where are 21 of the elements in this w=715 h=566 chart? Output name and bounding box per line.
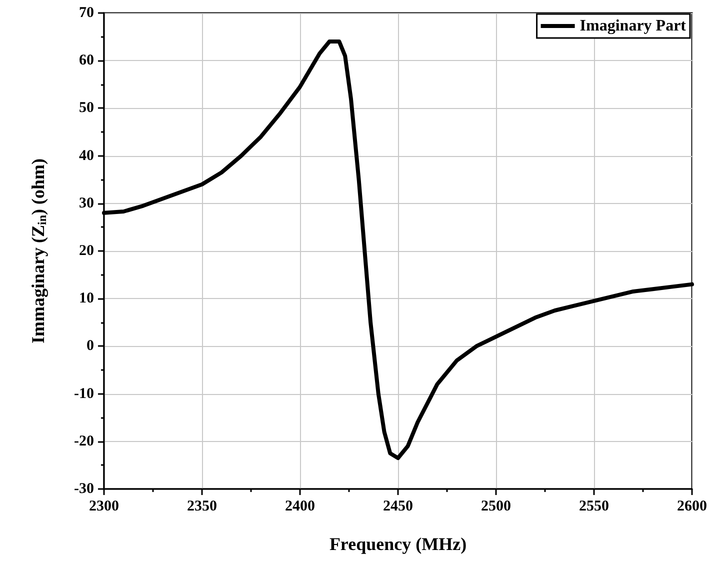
y-tick-label: 10 <box>79 290 94 307</box>
y-tick-label: 40 <box>79 148 94 164</box>
x-tick-label: 2300 <box>89 498 119 514</box>
y-tick-label: 70 <box>79 5 94 21</box>
y-tick-label: 60 <box>79 52 94 69</box>
x-tick-label: 2350 <box>187 498 217 514</box>
y-tick-label: 20 <box>79 243 94 259</box>
y-tick-label: 0 <box>86 338 94 354</box>
x-axis-title: Frequency (MHz) <box>329 534 467 554</box>
y-tick-label: 50 <box>79 100 94 116</box>
y-tick-label: 30 <box>79 195 94 212</box>
x-tick-label: 2550 <box>579 498 609 514</box>
y-tick-label: -20 <box>74 433 94 450</box>
y-axis-title: Immaginary (Zin) (ohm) <box>28 158 49 344</box>
legend-label: Imaginary Part <box>580 18 687 34</box>
x-tick-label: 2450 <box>383 498 413 514</box>
y-tick-label: -10 <box>74 386 94 402</box>
x-tick-label: 2500 <box>481 498 511 514</box>
x-tick-label: 2600 <box>677 498 707 514</box>
x-tick-label: 2400 <box>285 498 315 514</box>
y-tick-label: -30 <box>74 481 94 497</box>
